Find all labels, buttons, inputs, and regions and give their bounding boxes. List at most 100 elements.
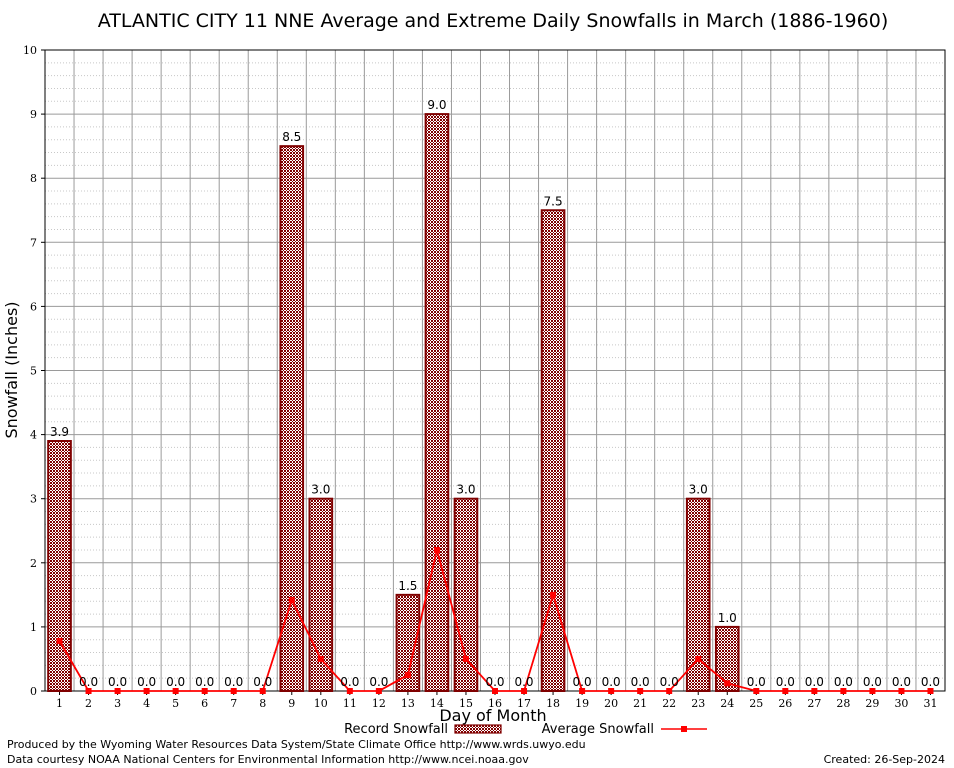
bar-value-label: 0.0 (195, 675, 214, 689)
average-point (695, 655, 702, 662)
bar-value-label: 0.0 (137, 675, 156, 689)
y-axis-ticks: 0 1 2 3 4 5 6 7 8 9 10 (23, 44, 45, 698)
x-tick-label: 20 (604, 697, 618, 710)
x-tick-label: 29 (865, 697, 879, 710)
bar-value-label: 8.5 (282, 130, 301, 144)
record-bar (279, 145, 305, 692)
average-point (608, 688, 615, 694)
y-tick-label: 9 (30, 108, 37, 121)
bar-value-label: 0.0 (485, 675, 504, 689)
x-tick-label: 25 (749, 697, 763, 710)
average-point (840, 688, 847, 694)
bar-value-label: 3.9 (50, 425, 69, 439)
bar-value-label: 3.0 (311, 483, 330, 497)
record-bar (424, 113, 450, 693)
chart-title: ATLANTIC CITY 11 NNE Average and Extreme… (98, 10, 888, 32)
x-tick-label: 3 (114, 697, 121, 710)
average-point (579, 688, 586, 694)
record-bar (47, 440, 72, 693)
average-point (753, 688, 760, 694)
record-bar (308, 497, 334, 693)
x-tick-label: 23 (691, 697, 705, 710)
y-tick-label: 3 (30, 493, 37, 506)
x-axis-title: Day of Month (439, 706, 546, 725)
average-point (288, 596, 295, 603)
average-point (492, 688, 498, 694)
average-point (666, 688, 673, 694)
average-point (869, 688, 876, 694)
y-tick-label: 8 (30, 172, 37, 185)
bar-value-label: 0.0 (253, 675, 272, 689)
bar-value-label: 9.0 (427, 98, 446, 112)
legend: Record Snowfall Average Snowfall (344, 722, 707, 737)
bar-value-label: 0.0 (369, 675, 388, 689)
grid (45, 50, 945, 691)
record-bar (685, 497, 711, 693)
x-tick-label: 30 (894, 697, 908, 710)
bar-value-label: 0.0 (776, 675, 795, 689)
legend-record-label: Record Snowfall (344, 722, 448, 737)
x-tick-label: 24 (720, 697, 734, 710)
bar-value-label: 0.0 (108, 675, 127, 689)
x-tick-label: 19 (575, 697, 589, 710)
x-tick-label: 21 (633, 697, 647, 710)
average-point (433, 546, 440, 553)
bar-value-label: 1.5 (398, 579, 417, 593)
bar-value-label: 0.0 (834, 675, 853, 689)
bar-value-label: 0.0 (660, 675, 679, 689)
bar-value-label: 0.0 (805, 675, 824, 689)
average-point (259, 688, 266, 694)
bar-value-label: 0.0 (863, 675, 882, 689)
x-tick-label: 1 (56, 697, 63, 710)
y-tick-label: 5 (30, 365, 37, 378)
bar-value-label: 0.0 (79, 675, 98, 689)
footer-produced-by: Produced by the Wyoming Water Resources … (7, 738, 586, 751)
record-bar (540, 209, 566, 692)
x-tick-label: 6 (201, 697, 208, 710)
average-point (375, 688, 382, 694)
y-tick-label: 6 (30, 300, 37, 313)
average-point (56, 638, 63, 645)
x-tick-label: 18 (546, 697, 560, 710)
x-tick-label: 2 (85, 697, 92, 710)
footer-data-courtesy: Data courtesy NOAA National Centers for … (7, 753, 529, 766)
y-tick-label: 0 (30, 685, 37, 698)
average-point (172, 688, 179, 694)
average-point (898, 688, 905, 694)
average-point (404, 671, 411, 678)
average-point (724, 680, 731, 687)
average-point (637, 688, 644, 694)
x-axis-ticks: 1 2 3 4 5 6 7 8 9 10 11 12 13 14 15 16 17 18 19 20 21 22 23 24 2… (56, 691, 937, 710)
average-point (114, 688, 121, 694)
x-tick-label: 5 (172, 697, 179, 710)
average-point (782, 688, 789, 694)
bar-value-label: 1.0 (718, 611, 737, 625)
x-tick-label: 15 (459, 697, 473, 710)
x-tick-label: 22 (662, 697, 676, 710)
bar-value-label: 0.0 (514, 675, 533, 689)
legend-average-marker (681, 726, 687, 732)
bar-value-label: 0.0 (631, 675, 650, 689)
bar-value-label: 3.0 (689, 483, 708, 497)
average-snowfall-line (56, 546, 934, 694)
record-bar (395, 593, 421, 692)
x-tick-label: 4 (143, 697, 150, 710)
x-tick-label: 28 (836, 697, 850, 710)
average-point (462, 655, 469, 662)
average-point (85, 688, 92, 694)
y-tick-label: 2 (30, 557, 37, 570)
x-tick-label: 16 (488, 697, 502, 710)
average-point (346, 688, 353, 694)
bar-value-label: 7.5 (544, 194, 563, 208)
bar-value-label: 3.0 (456, 483, 475, 497)
bar-value-label: 0.0 (921, 675, 940, 689)
y-tick-label: 4 (30, 429, 37, 442)
x-tick-label: 10 (314, 697, 328, 710)
footer-created: Created: 26-Sep-2024 (824, 753, 945, 766)
average-point (927, 688, 934, 694)
average-point (230, 688, 237, 694)
y-axis-title: Snowfall (Inches) (2, 301, 21, 438)
x-tick-label: 27 (807, 697, 821, 710)
x-tick-label: 13 (401, 697, 415, 710)
